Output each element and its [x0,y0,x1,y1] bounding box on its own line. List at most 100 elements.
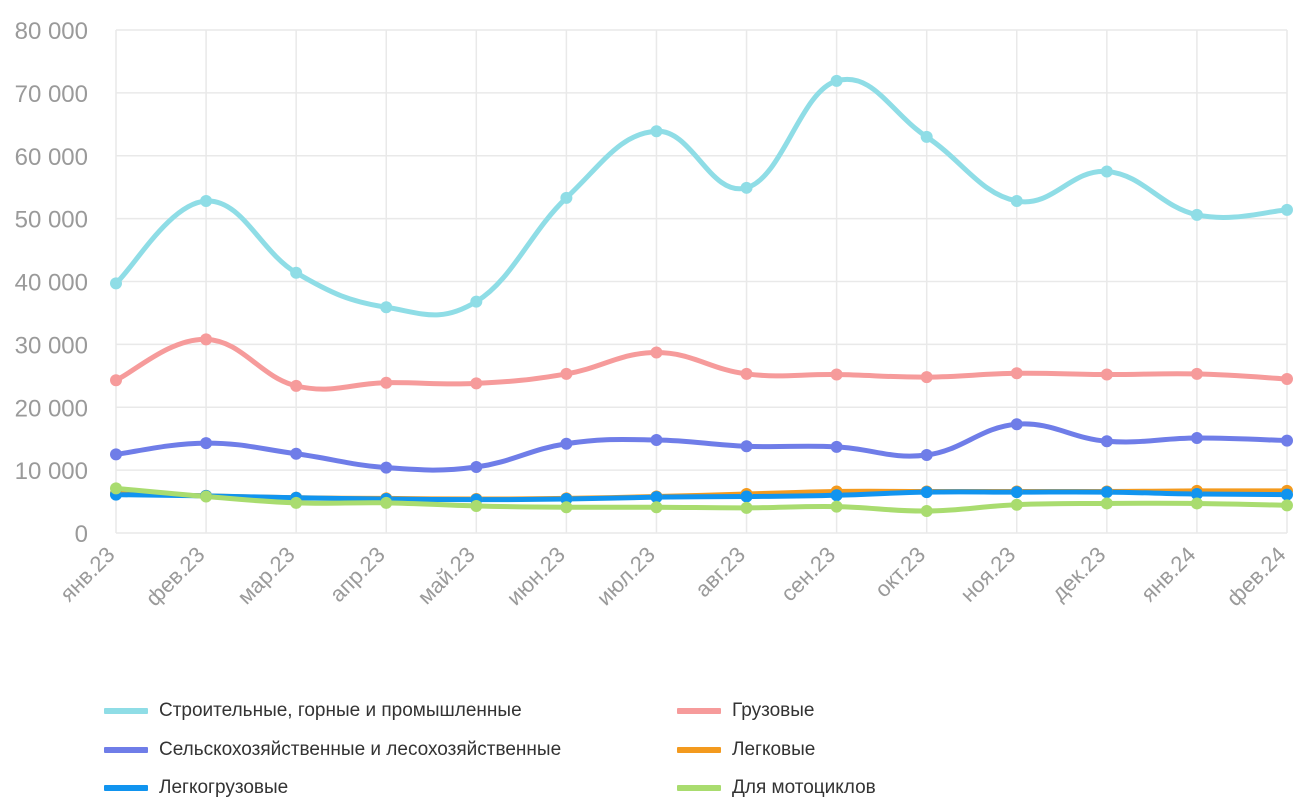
data-point [200,490,213,503]
series-points [110,74,1293,517]
legend-swatch [677,747,721,753]
data-point [380,461,393,474]
legend-label: Легковые [732,739,816,760]
data-point [740,490,753,503]
data-point [830,440,843,453]
data-point [1190,488,1203,501]
data-point [110,448,122,461]
x-tick-label: фев.24 [1222,542,1291,611]
data-point [1281,203,1293,216]
data-point [560,367,573,380]
legend-item[interactable]: Строительные, горные и промышленные [104,698,522,724]
data-point [1010,498,1023,511]
x-tick-label: окт.23 [870,542,930,602]
data-point [110,374,122,387]
data-point [1100,486,1113,499]
x-tick-label: ноя.23 [955,542,1020,607]
data-point [1100,368,1113,381]
data-point [740,501,753,514]
data-point [1281,434,1293,447]
data-point [650,491,663,504]
x-tick-label: апр.23 [325,542,390,607]
legend-swatch [104,747,148,753]
data-point [920,371,933,384]
data-point [470,295,483,308]
data-point [560,437,573,450]
legend-item[interactable]: Сельскохозяйственные и лесохозяйственные [104,737,561,763]
data-point [830,489,843,502]
data-point [740,367,753,380]
data-point [290,379,303,392]
data-point [830,74,843,87]
data-point [290,496,303,509]
data-point [650,125,663,138]
data-point [920,486,933,499]
data-point [470,499,483,512]
data-point [920,504,933,517]
series-line-5 [113,485,1290,514]
legend-label: Строительные, горные и промышленные [159,700,522,721]
data-point [740,440,753,453]
data-point [110,277,122,290]
data-point [1100,165,1113,178]
data-point [560,191,573,204]
data-point [380,301,393,314]
y-tick-label: 0 [75,521,88,548]
series-line-1 [113,336,1290,392]
grid-lines [115,29,1288,534]
data-point [1100,435,1113,448]
x-tick-label: июн.23 [502,542,570,610]
y-axis-tick-labels: 0 10 000 20 000 30 000 40 000 50 000 60 000 70 … [15,18,88,548]
y-tick-label: 60 000 [15,144,88,171]
y-tick-label: 40 000 [15,270,88,297]
x-axis-tick-labels: янв.23 фев.23 мар.23 апр.23 май.23 июн.23 июл.… [55,542,1291,611]
y-tick-label: 70 000 [15,81,88,108]
legend-item[interactable]: Легковые [677,737,815,763]
series-line-2 [113,421,1290,473]
data-point [290,266,303,279]
data-point [1281,372,1293,385]
x-tick-label: янв.23 [55,542,120,607]
x-tick-label: июл.23 [592,542,660,610]
data-point [470,377,483,390]
legend-swatch [677,708,721,714]
series-line-0 [113,76,1290,318]
legend-item[interactable]: Грузовые [677,698,814,724]
x-tick-label: авг.23 [690,542,750,602]
y-tick-label: 20 000 [15,395,88,422]
y-tick-label: 30 000 [15,332,88,359]
data-point [920,449,933,462]
legend-swatch [677,785,721,791]
data-point [740,181,753,194]
data-point [290,447,303,460]
data-point [1281,499,1293,512]
data-point [200,437,213,450]
data-point [1010,486,1023,499]
data-point [1010,195,1023,208]
data-point [110,482,122,495]
data-point [1010,367,1023,380]
legend-item[interactable]: Легкогрузовые [104,775,288,801]
data-point [470,460,483,473]
data-point [830,500,843,513]
data-point [380,376,393,389]
data-point [560,501,573,514]
data-point [1190,497,1203,510]
x-tick-label: фев.23 [141,542,210,611]
legend-label: Грузовые [732,700,815,721]
line-chart: 0 10 000 20 000 30 000 40 000 50 000 60 000 70 … [15,18,1293,611]
x-tick-label: янв.24 [1136,542,1201,607]
x-tick-label: мар.23 [232,542,299,609]
data-point [1190,208,1203,221]
legend-item[interactable]: Для мотоциклов [677,775,876,801]
data-point [1190,432,1203,445]
data-point [1100,497,1113,510]
legend-label: Для мотоциклов [732,777,876,798]
legend-label: Сельскохозяйственные и лесохозяйственные [159,739,562,760]
data-point [650,433,663,446]
x-tick-label: сен.23 [776,542,840,606]
data-point [1010,418,1023,431]
data-point [830,368,843,381]
data-point [200,195,213,208]
data-point [920,130,933,143]
